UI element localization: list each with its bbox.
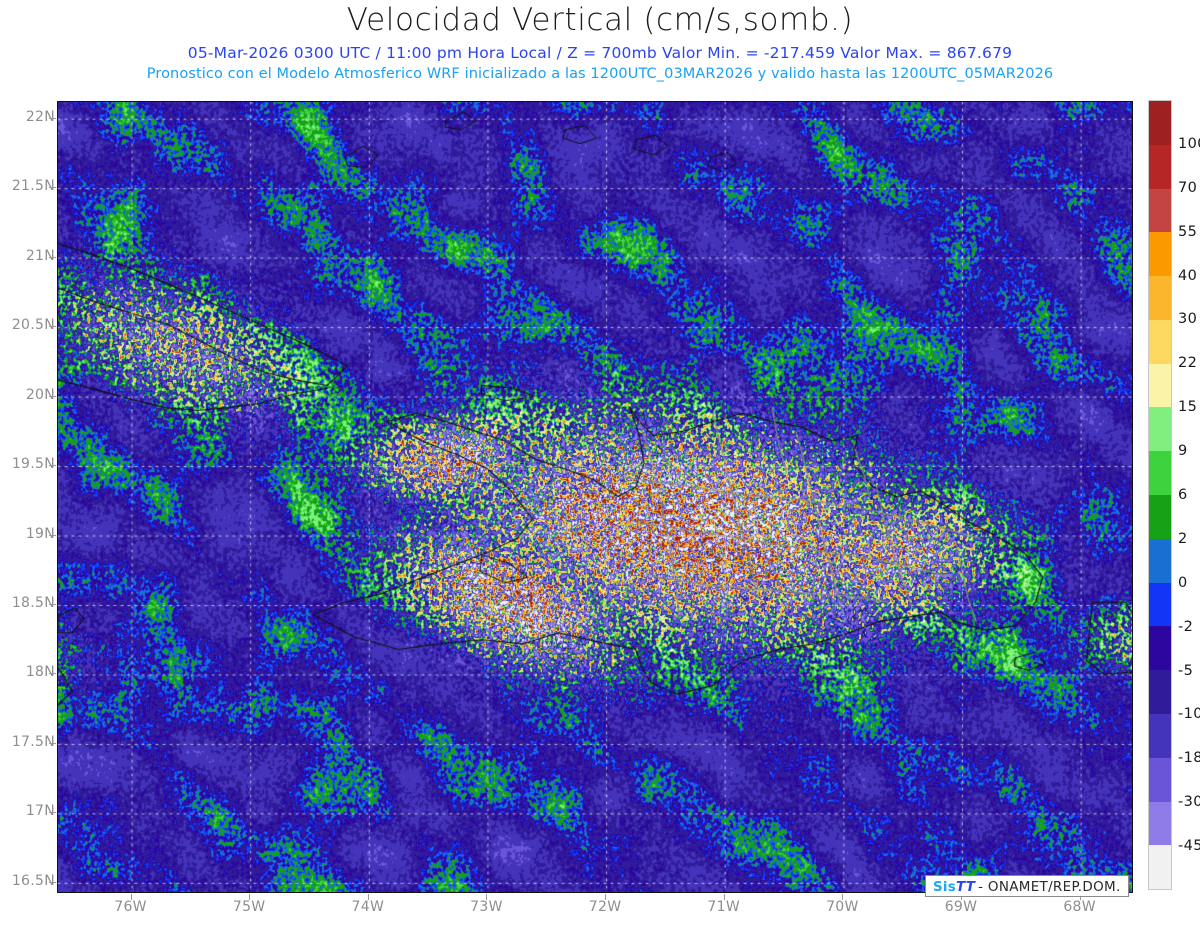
colorbar-block [1149,495,1171,539]
colorbar-block [1149,101,1171,145]
lat-tick-mark [49,603,56,605]
lon-tick-mark [130,894,132,900]
colorbar-legend[interactable] [1148,100,1172,890]
colorbar-tick-label: 0 [1178,574,1188,591]
lon-tick-label: 68W [1063,899,1096,915]
lon-tick-label: 72W [588,899,622,915]
colorbar-block [1149,757,1171,802]
colorbar-tick-label: 15 [1178,399,1198,416]
lat-tick-label: 22N [25,108,55,125]
colorbar-tick-label: -30 [1178,794,1200,811]
lon-tick-mark [605,894,607,900]
lat-tick-mark [49,534,56,536]
colorbar-tick-label: 40 [1178,267,1198,284]
lat-tick-label: 21N [25,247,55,264]
colorbar-tick-label: -10 [1178,706,1200,723]
logo-org-text: - ONAMET/REP.DOM. [978,878,1121,895]
colorbar-tick-label: 2 [1178,530,1188,547]
lon-tick-mark [486,894,488,900]
colorbar-block [1149,713,1171,758]
lon-tick-mark [842,894,844,900]
colorbar-tick-label: 70 [1178,179,1198,196]
subtitle-model-info: Pronostico con el Modelo Atmosferico WRF… [146,66,1054,82]
lon-tick-mark [960,894,962,900]
lon-tick-label: 76W [114,899,147,915]
colorbar-tick-label: 55 [1178,223,1198,240]
colorbar-tick-label: 100 [1178,135,1200,152]
colorbar-tick-label: -45 [1178,838,1200,855]
lat-tick-label: 20.5N [11,317,55,334]
lon-tick-mark [1079,894,1081,900]
subtitle-valid-time: 05-Mar-2026 0300 UTC / 11:00 pm Hora Loc… [187,44,1013,62]
colorbar-block [1149,626,1171,671]
map-plot-area[interactable] [57,101,1133,893]
lat-tick-label: 19.5N [11,456,55,473]
lat-tick-mark [49,326,56,328]
colorbar-tick-label: 9 [1178,443,1188,460]
logo-tt-text: TT [956,878,976,895]
lon-tick-label: 73W [470,899,503,915]
colorbar-block [1149,845,1171,890]
colorbar-tick-label: 30 [1178,311,1198,328]
lat-tick-label: 17.5N [11,733,55,750]
colorbar-block [1149,801,1171,846]
lat-tick-label: 21.5N [11,178,55,195]
colorbar-tick-label: 22 [1178,355,1198,372]
colorbar-block [1149,407,1171,452]
lat-tick-mark [49,881,56,883]
colorbar-block [1149,144,1171,189]
lat-tick-mark [49,673,56,675]
colorbar-block [1149,582,1171,627]
coastline-and-grid-overlay [58,102,1132,892]
lat-tick-mark [49,465,56,467]
colorbar-tick-label: -18 [1178,750,1200,767]
lon-tick-mark [367,894,369,900]
colorbar-block [1149,363,1171,408]
lon-tick-mark [723,894,725,900]
lat-tick-label: 17N [25,803,55,820]
lat-tick-mark [49,187,56,189]
lat-tick-mark [49,742,56,744]
lat-tick-label: 18N [25,664,55,681]
lat-tick-label: 19N [25,525,55,542]
lat-tick-label: 16.5N [11,872,55,889]
colorbar-tick-label: -2 [1178,618,1194,635]
lat-tick-label: 20N [25,386,55,403]
colorbar-block [1149,232,1171,277]
lat-tick-label: 18.5N [11,594,55,611]
lon-tick-label: 69W [944,899,978,915]
lat-tick-mark [49,812,56,814]
lon-tick-label: 74W [351,899,385,915]
logo-sis-text: Sis [933,878,956,895]
lat-tick-mark [49,256,56,258]
colorbar-block [1149,670,1171,714]
lat-tick-mark [49,395,56,397]
colorbar-block [1149,319,1171,364]
page-title: Velocidad Vertical (cm/s,somb.) [346,2,854,38]
lon-tick-mark [249,894,251,900]
colorbar-tick-label: 6 [1178,487,1188,503]
colorbar-block [1149,276,1171,320]
colorbar-block [1149,188,1171,233]
lon-tick-label: 75W [232,899,266,915]
colorbar-block [1149,451,1171,496]
lon-tick-label: 70W [826,899,859,915]
lat-tick-mark [49,117,56,119]
colorbar-block [1149,538,1171,583]
logo-badge: Sis TT - ONAMET/REP.DOM. [925,875,1129,897]
colorbar-tick-label: -5 [1178,662,1194,679]
lon-tick-label: 71W [707,899,740,915]
